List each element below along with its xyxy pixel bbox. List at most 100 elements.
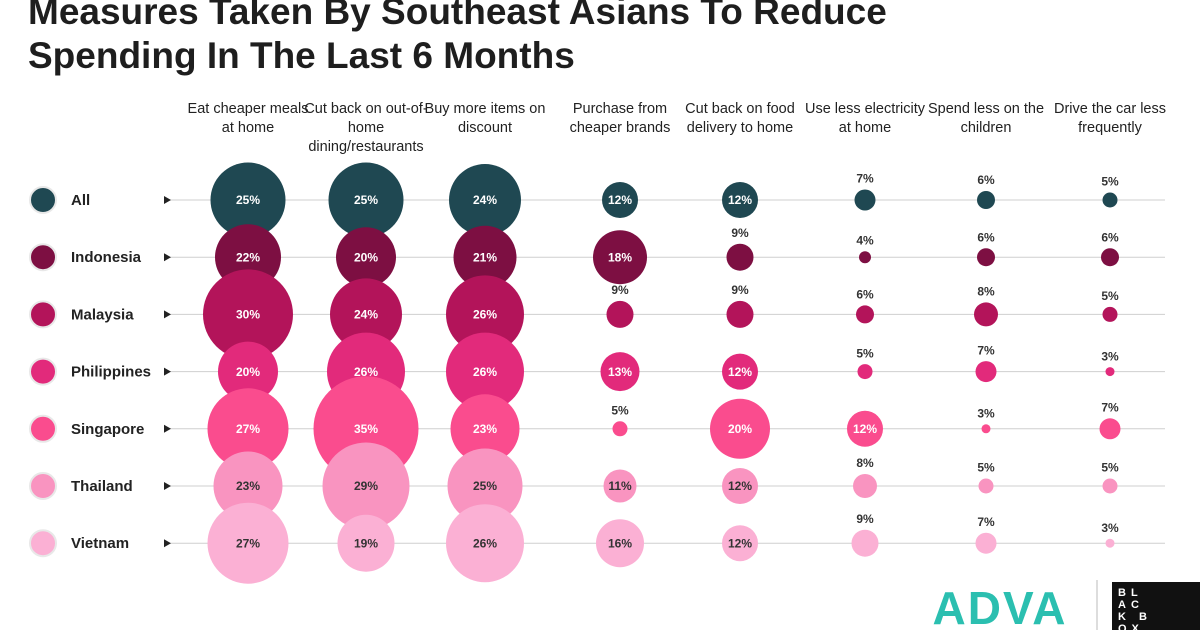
flag-icon: [29, 186, 57, 214]
value-label: 20%: [236, 365, 260, 379]
value-label: 9%: [856, 512, 874, 526]
row-arrow: [164, 539, 171, 548]
bubble: [593, 230, 647, 285]
value-label: 6%: [1101, 230, 1119, 244]
bubble: [851, 529, 879, 557]
value-label: 5%: [611, 403, 629, 417]
row-arrow: [164, 367, 171, 376]
value-label: 7%: [977, 515, 995, 529]
value-label: 7%: [1101, 400, 1119, 414]
column-header-box: Use less electricity at home: [805, 101, 925, 136]
value-label: 26%: [473, 536, 497, 550]
value-label: 6%: [856, 288, 874, 302]
bubble: [975, 361, 997, 383]
value-label: 20%: [728, 422, 752, 436]
value-label: 12%: [728, 365, 752, 379]
flag-icon: [29, 414, 57, 443]
column-header-box: Eat cheaper meals at home: [188, 101, 309, 136]
value-label: 19%: [354, 536, 378, 550]
bubble: [207, 502, 289, 584]
value-label: 5%: [1101, 461, 1119, 475]
brand-logo: ADVA: [933, 582, 1068, 630]
value-label: 12%: [853, 422, 877, 436]
bubble: [1105, 538, 1115, 548]
bubble: [328, 162, 404, 238]
row-label: Philippines: [71, 364, 151, 381]
value-label: 3%: [1101, 349, 1119, 363]
value-label: 6%: [977, 230, 995, 244]
value-label: 3%: [977, 406, 995, 420]
bubble: [854, 189, 876, 211]
value-label: 13%: [608, 365, 632, 379]
value-label: 12%: [728, 193, 752, 207]
value-label: 22%: [236, 250, 260, 264]
value-label: 7%: [977, 343, 995, 357]
column-header-box: Buy more items on discount: [424, 101, 546, 136]
value-label: 27%: [236, 422, 260, 436]
chart-title: Measures Taken By Southeast Asians To Re…: [28, 0, 887, 76]
value-label: 24%: [473, 193, 497, 207]
value-label: 9%: [731, 226, 749, 240]
value-label: 16%: [608, 536, 632, 550]
value-label: 5%: [977, 461, 995, 475]
value-label: 11%: [608, 479, 632, 493]
bubble: [853, 474, 877, 498]
row-label: All: [71, 192, 90, 209]
flag-icon: [29, 243, 57, 272]
value-label: 4%: [856, 233, 874, 247]
row-label: Thailand: [71, 478, 133, 495]
bubble: [1099, 418, 1121, 440]
value-label: 3%: [1101, 521, 1119, 535]
bubble: [859, 251, 871, 264]
column-header: Cut back on food delivery to home: [685, 101, 795, 136]
value-label: 26%: [354, 365, 378, 379]
row-arrow: [164, 310, 171, 319]
bubble: [1101, 248, 1119, 267]
bubble: [726, 243, 754, 271]
bubble: [600, 352, 640, 392]
value-label: 27%: [236, 536, 260, 550]
flag-icon: [29, 529, 57, 558]
value-label: 5%: [856, 346, 874, 360]
bubble: [322, 442, 410, 530]
bubble: [210, 162, 286, 238]
value-label: 21%: [473, 250, 497, 264]
column-header: Buy more items on discount: [424, 101, 546, 136]
brand-text-box: BLACK BOX: [1118, 587, 1152, 630]
row-label: Malaysia: [71, 306, 134, 323]
bubble: [977, 248, 995, 267]
column-header: Drive the car less frequently: [1053, 101, 1166, 136]
value-label: 26%: [473, 308, 497, 322]
value-label: 35%: [354, 422, 378, 436]
value-label: 24%: [354, 308, 378, 322]
row-label: Singapore: [71, 421, 144, 438]
value-label: 25%: [354, 193, 378, 207]
column-header-box: Drive the car less frequently: [1053, 101, 1166, 136]
bubble: [446, 504, 524, 583]
bubble: [596, 519, 644, 568]
value-label: 9%: [731, 283, 749, 297]
row-label: Vietnam: [71, 535, 129, 552]
column-header-box: Spend less on the children: [927, 101, 1045, 136]
bubble: [203, 269, 293, 360]
bubble: [213, 451, 283, 521]
row-arrow: [164, 196, 171, 204]
value-label: 26%: [473, 365, 497, 379]
bubble: [453, 225, 517, 289]
value-label: 5%: [1101, 175, 1119, 189]
value-label: 8%: [856, 456, 874, 470]
column-header: Spend less on the children: [927, 101, 1045, 136]
bubble: [857, 364, 873, 380]
row-arrow: [164, 482, 171, 490]
bubble: [975, 532, 997, 554]
bubble: [603, 469, 637, 503]
bubble: [722, 182, 758, 218]
flag-icon: [29, 300, 57, 329]
column-header-box: Cut back on out-of-home dining/restauran…: [304, 101, 427, 155]
value-label: 23%: [236, 479, 260, 493]
bubble: [974, 302, 998, 327]
brand-text: BLACK BOX: [1118, 587, 1152, 630]
bubble: [722, 468, 758, 504]
bubble: [336, 227, 396, 288]
